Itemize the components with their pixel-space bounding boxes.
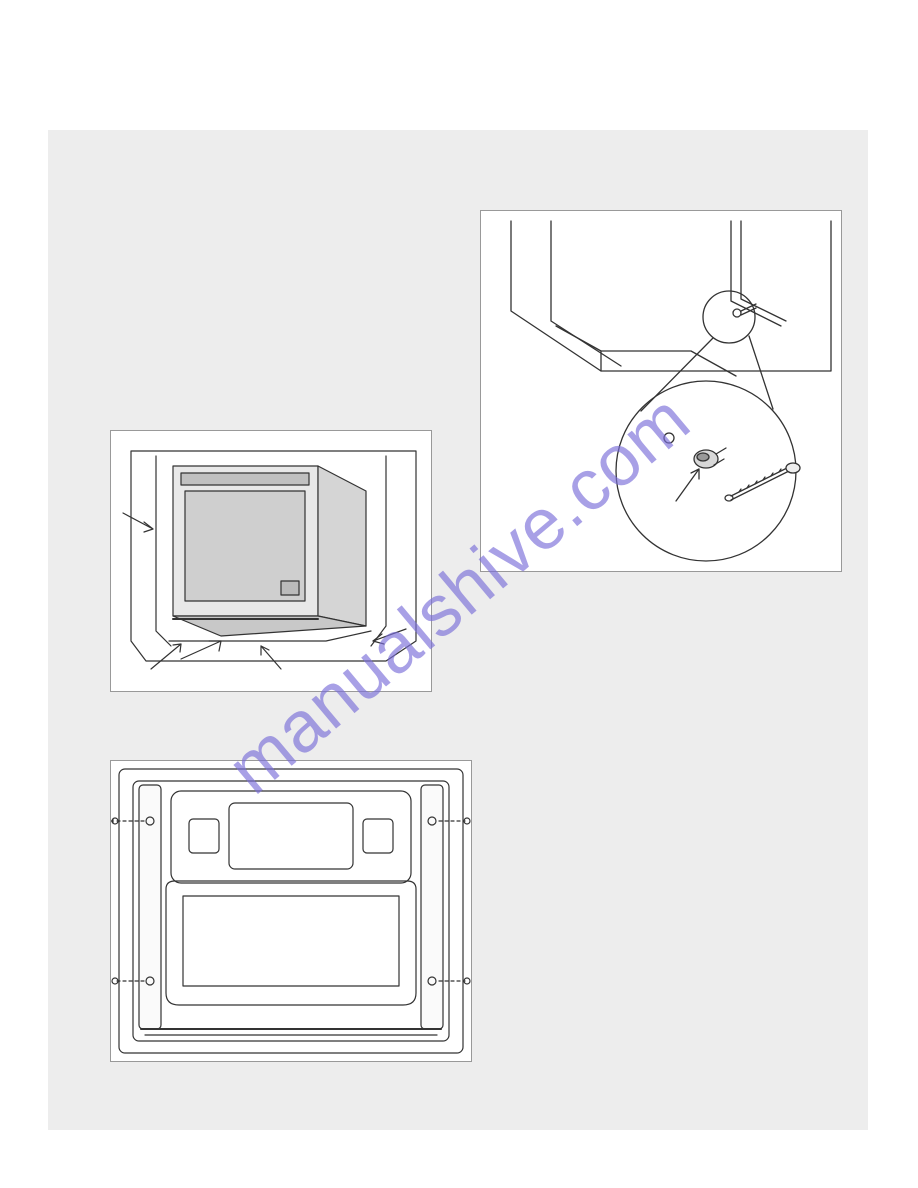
figure-oven-cavity-front — [110, 760, 472, 1062]
hinge-bushing-svg — [481, 211, 841, 571]
oven-cavity-svg — [111, 761, 471, 1061]
figure-hinge-bushing-detail — [480, 210, 842, 572]
figure-oven-slide-cabinet — [110, 430, 432, 692]
oven-slide-svg — [111, 431, 431, 691]
